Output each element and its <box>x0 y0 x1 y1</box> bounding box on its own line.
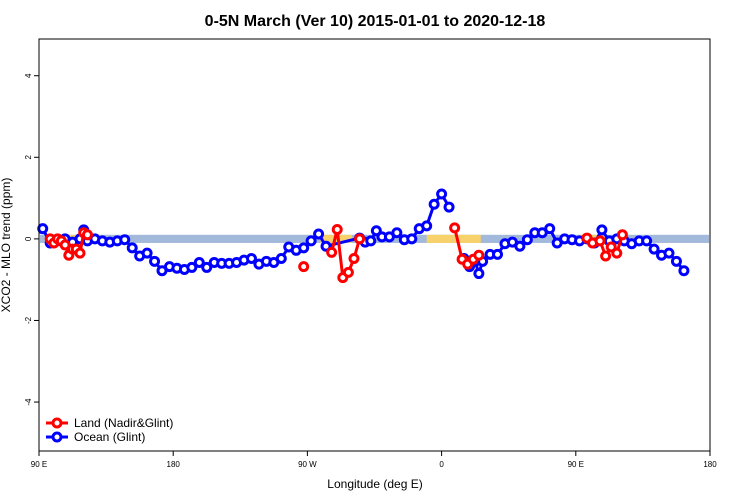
point-ocean-0-51 <box>428 198 440 210</box>
point-land-0-10 <box>81 229 93 241</box>
x-tick-label-2: 90 W <box>298 460 317 469</box>
point-ocean-0-53 <box>443 201 455 213</box>
point-ocean-1-29 <box>663 247 675 259</box>
plot-frame <box>38 38 711 452</box>
x-tick-label-1: 180 <box>167 460 181 469</box>
series-ocean <box>37 188 690 280</box>
point-ocean-0-23 <box>201 261 213 273</box>
point-ocean-1-10 <box>521 234 533 246</box>
point-ocean-1-26 <box>641 235 653 247</box>
y-tick-label-0: -4 <box>24 398 33 406</box>
point-ocean-0-21 <box>186 261 198 273</box>
point-ocean-1-6 <box>492 248 504 260</box>
point-land-2-0 <box>326 246 338 258</box>
chart-title: 0-5N March (Ver 10) 2015-01-01 to 2020-1… <box>205 13 546 30</box>
x-tick-label-4: 90 E <box>568 460 584 469</box>
point-ocean-1-13 <box>544 223 556 235</box>
legend: Land (Nadir&Glint) Ocean (Glint) <box>46 416 173 444</box>
x-tick-label-3: 0 <box>439 460 444 469</box>
point-ocean-0-22 <box>193 257 205 269</box>
point-ocean-0-12 <box>119 234 131 246</box>
point-land-2-3 <box>342 266 354 278</box>
legend-marker-land <box>51 417 63 429</box>
point-land-0-8 <box>74 247 86 259</box>
point-ocean-0-13 <box>126 242 138 254</box>
point-ocean-0-42 <box>365 235 377 247</box>
y-tick-label-3: 2 <box>24 155 33 160</box>
y-tick-label-4: 4 <box>24 73 33 78</box>
point-land-2-1 <box>331 223 343 235</box>
point-land-1-0 <box>298 261 310 273</box>
legend-entry-ocean: Ocean (Glint) <box>46 430 145 444</box>
point-land-2-5 <box>354 233 366 245</box>
point-ocean-0-33 <box>275 252 287 264</box>
point-ocean-0-29 <box>245 252 257 264</box>
y-tick-label-1: -2 <box>24 316 33 324</box>
x-tick-label-5: 180 <box>703 460 717 469</box>
legend-entry-land: Land (Nadir&Glint) <box>46 416 173 430</box>
point-ocean-1-9 <box>514 240 526 252</box>
x-axis-label: Longitude (deg E) <box>327 477 422 491</box>
point-ocean-0-37 <box>305 235 317 247</box>
point-land-3-4 <box>473 249 485 261</box>
point-ocean-0-50 <box>421 220 433 232</box>
point-ocean-1-30 <box>670 255 682 267</box>
x-axis-ticks: 90 E 180 90 W 0 90 E 180 <box>31 451 717 469</box>
point-land-2-4 <box>348 252 360 264</box>
band-land-2 <box>426 234 453 243</box>
point-ocean-1-3 <box>473 268 485 280</box>
point-ocean-0-36 <box>298 242 310 254</box>
point-ocean-0-15 <box>141 247 153 259</box>
point-ocean-1-31 <box>678 265 690 277</box>
x-tick-label-0: 90 E <box>31 460 47 469</box>
series-land <box>44 222 628 284</box>
point-ocean-0-52 <box>436 188 448 200</box>
band-land-3 <box>452 234 481 243</box>
point-land-4-2 <box>594 235 606 247</box>
point-ocean-1-20 <box>596 224 608 236</box>
legend-label-land: Land (Nadir&Glint) <box>74 416 173 430</box>
point-land-4-5 <box>611 247 623 259</box>
point-land-4-3 <box>600 250 612 262</box>
series-layer <box>37 188 690 284</box>
point-ocean-0-46 <box>391 227 403 239</box>
point-ocean-0-38 <box>313 228 325 240</box>
legend-marker-ocean <box>51 431 63 443</box>
y-tick-label-2: 0 <box>24 236 33 241</box>
point-land-4-6 <box>616 229 628 241</box>
y-axis-ticks: -4 -2 0 2 4 <box>24 73 39 406</box>
point-ocean-0-0 <box>37 223 49 235</box>
legend-label-ocean: Ocean (Glint) <box>74 430 145 444</box>
y-axis-label: XCO2 - MLO trend (ppm) <box>0 178 13 313</box>
point-land-3-0 <box>449 222 461 234</box>
point-ocean-1-27 <box>648 243 660 255</box>
point-ocean-0-48 <box>406 233 418 245</box>
point-ocean-0-16 <box>149 255 161 267</box>
